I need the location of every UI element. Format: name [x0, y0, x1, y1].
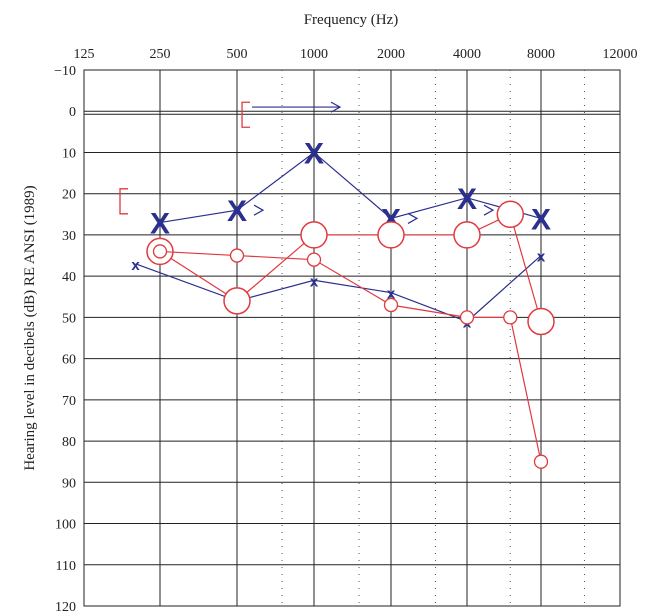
series-O-large [146, 200, 555, 336]
marker-x-small: x [131, 257, 140, 274]
y-tick-label: 120 [55, 600, 76, 615]
marker-o-large [527, 307, 555, 336]
marker-x-small: x [310, 273, 319, 290]
marker-o-small [152, 244, 168, 259]
x-tick-label: 1000 [300, 47, 328, 62]
arrow-symbol [483, 204, 495, 216]
x-tick-label: 4000 [453, 47, 481, 62]
y-tick-label: 30 [62, 229, 76, 244]
y-tick-label: 20 [62, 188, 76, 203]
grid [83, 69, 621, 607]
marker-o-large [300, 221, 328, 249]
marker-o-small [229, 248, 245, 263]
marker-x-large: X [304, 137, 324, 170]
y-tick-label: −10 [54, 64, 76, 79]
bracket-symbol [241, 101, 251, 128]
x-tick-label: 250 [150, 47, 171, 62]
x-tick-label: 125 [74, 47, 95, 62]
y-tick-label: 10 [62, 146, 76, 161]
series-line [159, 151, 542, 224]
x-tick-label: 12000 [603, 47, 638, 62]
y-tick-label: 80 [62, 435, 76, 450]
y-axis-title: Hearing level in decibels (dB) RE ANSI (… [22, 185, 38, 470]
x-tick-label: 2000 [377, 47, 405, 62]
y-tick-label: 110 [56, 559, 76, 574]
y-tick-label: 50 [62, 311, 76, 326]
marker-x-large: X [227, 195, 247, 228]
y-tick-label: 90 [62, 476, 76, 491]
marker-o-small [459, 310, 475, 325]
marker-o-large [496, 200, 525, 229]
marker-x-small: x [537, 249, 546, 266]
arrow-symbol [330, 101, 342, 113]
y-tick-label: 0 [69, 105, 76, 120]
marker-o-small [306, 252, 322, 267]
x-tick-label: 8000 [527, 47, 555, 62]
marker-x-large: X [150, 208, 170, 241]
tick-labels: 125 250 500 1000 2000 4000 8000 12000 −10 0 10 20 30… [54, 47, 637, 615]
series-line [159, 213, 542, 322]
data-series: XXXXXXxxxxxx [131, 137, 555, 469]
series-o-small [152, 244, 549, 469]
marker-o-large [223, 287, 251, 315]
annotations [119, 101, 495, 224]
series-x-small: xxxxxx [131, 249, 545, 332]
arrow-symbol [253, 204, 265, 216]
marker-o-small [383, 297, 399, 313]
marker-x-large: X [531, 203, 551, 236]
marker-o-small [533, 454, 549, 469]
marker-x-large: X [457, 183, 477, 216]
x-tick-label: 500 [227, 47, 248, 62]
y-tick-label: 40 [62, 270, 76, 285]
series-line [135, 255, 542, 323]
y-tick-label: 60 [62, 353, 76, 368]
arrow-symbol [407, 212, 419, 224]
plot-frame [83, 69, 621, 607]
x-axis-title: Frequency (Hz) [304, 12, 399, 28]
marker-o-large [377, 221, 405, 249]
y-tick-label: 70 [62, 394, 76, 409]
marker-x-small: x [387, 286, 396, 303]
bracket-symbol [119, 188, 128, 215]
series-line [159, 250, 542, 462]
marker-o-large [453, 221, 481, 249]
marker-o-small [503, 310, 518, 325]
y-tick-label: 100 [55, 518, 76, 533]
